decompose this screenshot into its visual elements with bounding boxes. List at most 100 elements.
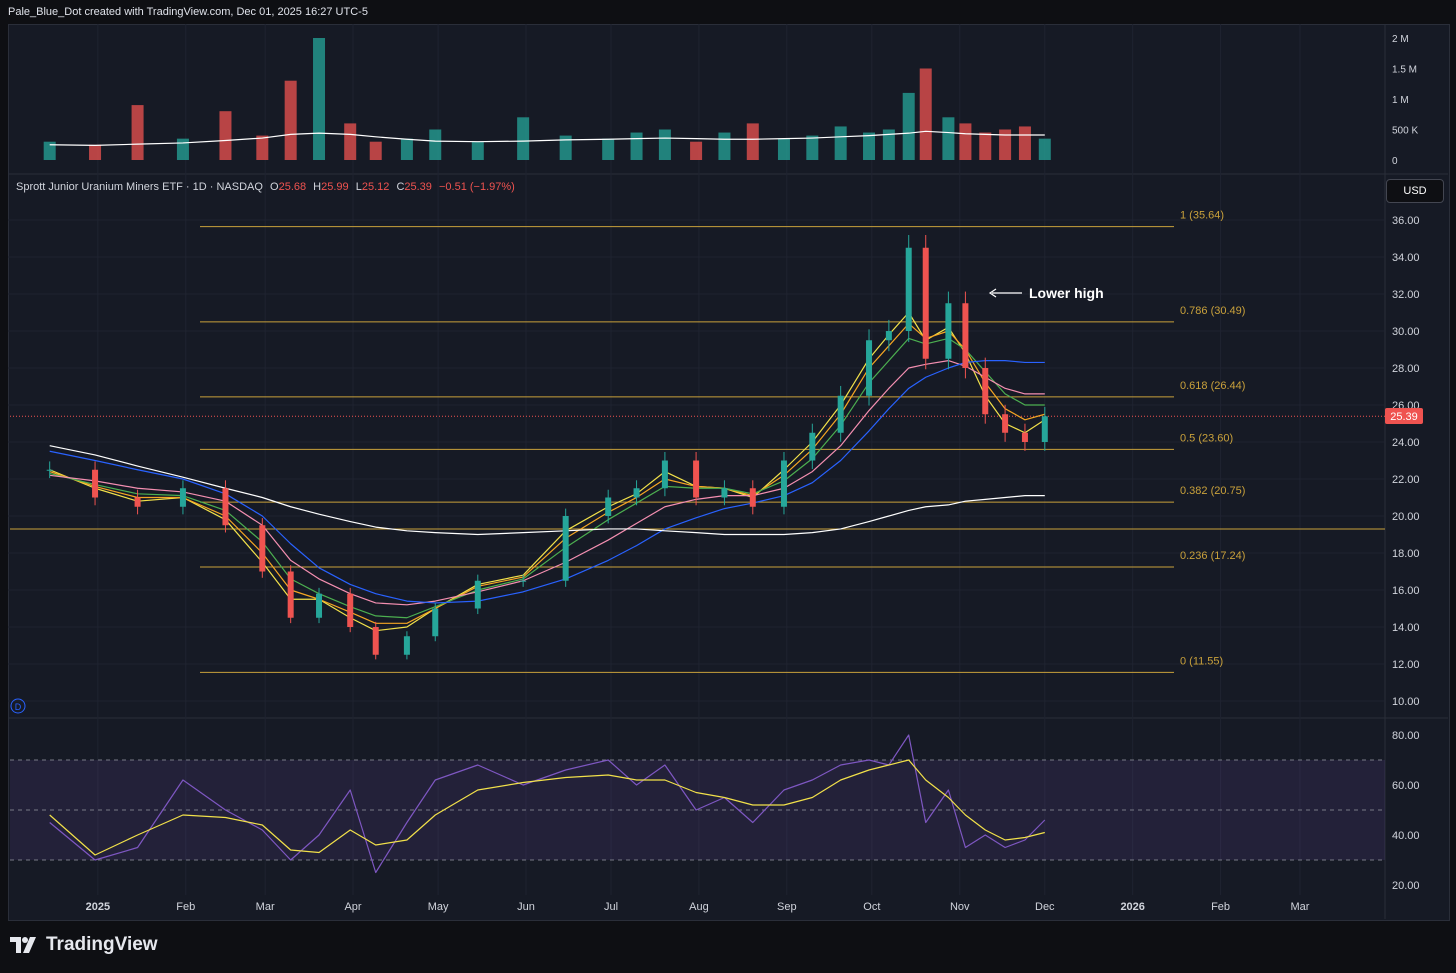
candle-body (982, 368, 989, 415)
candle-body (347, 593, 354, 627)
volume-bar (834, 126, 847, 160)
legend-high: 25.99 (321, 181, 349, 193)
candle-body (922, 247, 929, 359)
price-tick-label: 32.00 (1392, 289, 1420, 301)
legend-change: −0.51 (−1.97%) (439, 181, 515, 193)
volume-bar (471, 141, 484, 160)
moving-average-line (49, 360, 1045, 606)
candle-body (605, 497, 612, 516)
rsi-panel (10, 734, 1385, 874)
volume-tick-label: 0 (1392, 156, 1398, 167)
fib-level-label: 0.382 (20.75) (1180, 485, 1245, 497)
volume-bar (979, 132, 992, 160)
price-panel: 1 (35.64) 0.786 (30.49) 0.618 (26.44) 0.5 (… (10, 210, 1385, 673)
rsi-tick-label: 80.00 (1392, 730, 1420, 742)
candle-body (46, 469, 53, 471)
candle-body (92, 469, 99, 498)
volume-tick-label: 2 M (1392, 34, 1409, 45)
price-tick-label: 10.00 (1392, 696, 1420, 708)
legend-name: Sprott Junior Uranium Miners ETF · 1D · … (16, 181, 263, 193)
volume-bar (919, 68, 932, 160)
candle-body (693, 460, 700, 498)
volume-bar (630, 132, 643, 160)
candle-body (866, 340, 873, 396)
volume-bar (942, 117, 955, 160)
dividend-marker[interactable] (10, 698, 26, 714)
volume-bar (369, 141, 382, 160)
rsi-line (49, 759, 1045, 856)
moving-average-line (49, 360, 1045, 604)
chart-attribution: Pale_Blue_Dot created with TradingView.c… (8, 6, 368, 18)
candle-body (945, 303, 952, 359)
x-tick-label: Oct (863, 901, 880, 913)
price-tick-label: 34.00 (1392, 252, 1420, 264)
legend-close: 25.39 (404, 181, 432, 193)
annotation-arrow-icon (988, 288, 997, 298)
volume-bar (746, 123, 759, 160)
tradingview-wordmark: TradingView (46, 934, 158, 955)
fib-level-label: 0.236 (17.24) (1180, 550, 1245, 562)
candle-body (372, 627, 379, 655)
candle-body (962, 303, 969, 368)
price-tick-label: 22.00 (1392, 474, 1420, 486)
currency-button[interactable]: USD (1386, 179, 1444, 203)
candle-body (721, 488, 728, 498)
rsi-tick-label: 40.00 (1392, 830, 1420, 842)
tradingview-icon (10, 937, 36, 953)
rsi-tick-label: 60.00 (1392, 780, 1420, 792)
price-tick-label: 30.00 (1392, 326, 1420, 338)
candle-body (837, 395, 844, 433)
candle-body (809, 432, 816, 461)
lower-high-annotation[interactable]: Lower high (988, 285, 1104, 301)
annotation-text: Lower high (1029, 285, 1104, 301)
candle-body (403, 636, 410, 655)
candle-body (562, 516, 569, 581)
fib-level-label: 0.5 (23.60) (1180, 432, 1233, 444)
price-tick-label: 20.00 (1392, 511, 1420, 523)
volume-bar (602, 138, 615, 160)
price-tick-label: 18.00 (1392, 548, 1420, 560)
x-tick-label: Mar (256, 901, 275, 913)
legend-low: 25.12 (362, 181, 390, 193)
candle-body (222, 488, 229, 526)
x-tick-label: Aug (689, 901, 709, 913)
volume-bar (400, 138, 413, 160)
volume-bar (806, 135, 819, 160)
volume-tick-label: 500 K (1392, 126, 1418, 137)
volume-bar (999, 129, 1012, 160)
x-tick-label: May (428, 901, 449, 913)
x-tick-label: Jul (604, 901, 618, 913)
candle-body (661, 460, 668, 489)
price-tick-label: 24.00 (1392, 437, 1420, 449)
x-tick-label: Jun (517, 901, 535, 913)
volume-bar (777, 138, 790, 160)
volume-bar (284, 80, 297, 160)
x-tick-label: Dec (1035, 901, 1055, 913)
price-tick-label: 36.00 (1392, 215, 1420, 227)
candle-body (749, 488, 756, 507)
price-tick-label: 28.00 (1392, 363, 1420, 375)
x-tick-label: Sep (777, 901, 797, 913)
gridlines (8, 24, 1448, 919)
x-tick-label: Feb (1211, 901, 1230, 913)
candle-body (885, 331, 892, 341)
volume-bar (429, 129, 442, 160)
moving-average-line (49, 445, 1045, 536)
legend-low-label: L (356, 181, 362, 193)
candle-body (1021, 432, 1028, 442)
fib-level-label: 0.786 (30.49) (1180, 305, 1245, 317)
volume-bar (959, 123, 972, 160)
candle-body (1002, 414, 1009, 433)
volume-panel (43, 38, 1051, 160)
candle-body (780, 460, 787, 507)
price-badge-bg (1385, 408, 1423, 424)
legend-close-label: C (396, 181, 404, 193)
fib-level-label: 1 (35.64) (1180, 210, 1224, 222)
volume-bar (43, 141, 56, 160)
volume-bar (1018, 126, 1031, 160)
x-tick-label: Feb (176, 901, 195, 913)
rsi-line (49, 734, 1046, 874)
candle-body (520, 580, 527, 582)
volume-bar (658, 129, 671, 160)
